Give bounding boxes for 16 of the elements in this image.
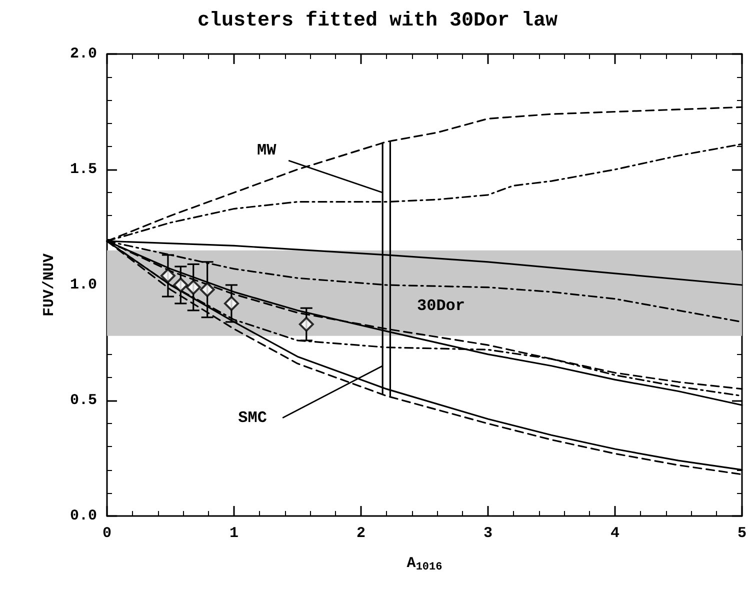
x-tick-label: 4: [610, 525, 620, 542]
annotation: 30Dor: [416, 297, 466, 315]
x-tick-label: 0: [102, 525, 112, 542]
x-tick-label: 2: [356, 525, 366, 542]
annotation: MW: [256, 142, 277, 160]
x-tick-label: 5: [737, 525, 747, 542]
y-tick-label: 1.5: [70, 161, 97, 178]
x-tick-label: 1: [229, 525, 239, 542]
annotation: SMC: [238, 408, 268, 427]
chart-title: clusters fitted with 30Dor law: [197, 10, 558, 32]
y-axis-title: FUV/NUV: [41, 253, 58, 317]
y-tick-label: 1.0: [70, 276, 97, 294]
y-tick-label: 0.0: [70, 508, 97, 524]
y-tick-label: 0.5: [70, 392, 97, 409]
y-tick-label: 2.0: [70, 46, 97, 62]
x-tick-label: 3: [483, 525, 493, 542]
